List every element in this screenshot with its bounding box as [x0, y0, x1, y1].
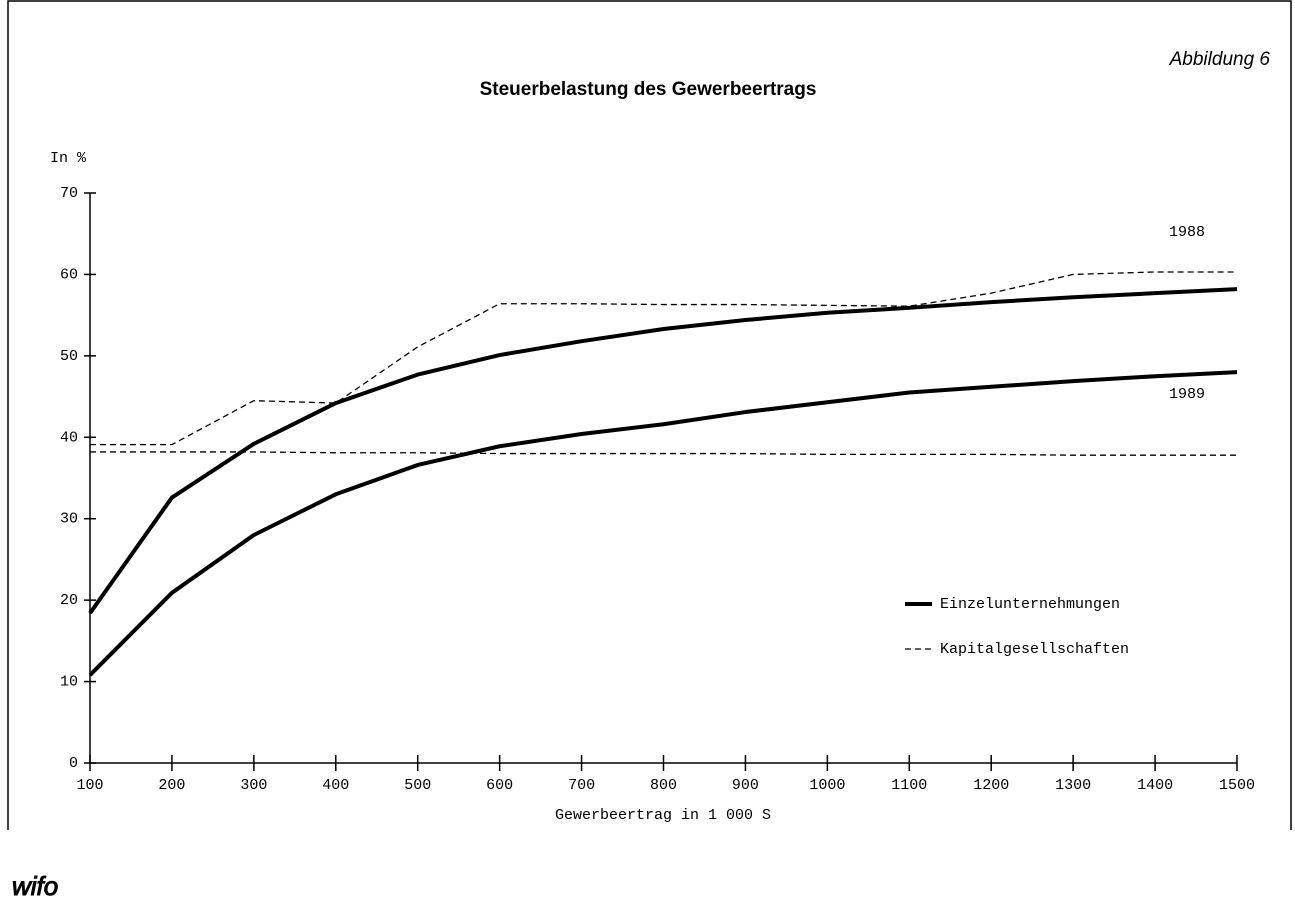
series-line — [90, 271, 1237, 446]
figure-label: Abbildung 6 — [1169, 49, 1271, 70]
series-label: 1988 — [1169, 224, 1205, 241]
x-axis-label: Gewerbeertrag in 1 000 S — [555, 807, 771, 824]
series-line — [88, 287, 1238, 615]
x-tick-label: 1200 — [973, 777, 1009, 794]
y-tick-label: 60 — [60, 266, 78, 283]
x-tick-label: 1300 — [1055, 777, 1091, 794]
y-tick-label: 40 — [60, 429, 78, 446]
y-tick-label: 20 — [60, 592, 78, 609]
series-line — [90, 451, 1237, 456]
x-tick-label: 1400 — [1137, 777, 1173, 794]
x-tick-label: 400 — [322, 777, 349, 794]
y-tick-label: 10 — [60, 674, 78, 691]
series-label: 1989 — [1169, 386, 1205, 403]
x-tick-label: 500 — [404, 777, 431, 794]
x-tick-label: 300 — [240, 777, 267, 794]
y-tick-label: 50 — [60, 348, 78, 365]
legend-label: Kapitalgesellschaften — [940, 641, 1129, 658]
x-tick-label: 600 — [486, 777, 513, 794]
x-tick-label: 800 — [650, 777, 677, 794]
frame — [7, 0, 1292, 830]
logo: wifo — [12, 871, 58, 901]
x-tick-label: 200 — [158, 777, 185, 794]
x-tick-label: 900 — [732, 777, 759, 794]
legend-label: Einzelunternehmungen — [940, 596, 1120, 613]
y-tick-label: 30 — [60, 511, 78, 528]
x-tick-label: 1100 — [891, 777, 927, 794]
y-tick-label: 70 — [60, 185, 78, 202]
x-tick-label: 700 — [568, 777, 595, 794]
y-axis-label: In % — [50, 150, 87, 167]
x-tick-label: 1500 — [1219, 777, 1255, 794]
y-tick-label: 0 — [69, 755, 78, 772]
x-tick-label: 1000 — [809, 777, 845, 794]
chart-title: Steuerbelastung des Gewerbeertrags — [480, 79, 817, 100]
series-line — [88, 370, 1238, 677]
x-tick-label: 100 — [76, 777, 103, 794]
